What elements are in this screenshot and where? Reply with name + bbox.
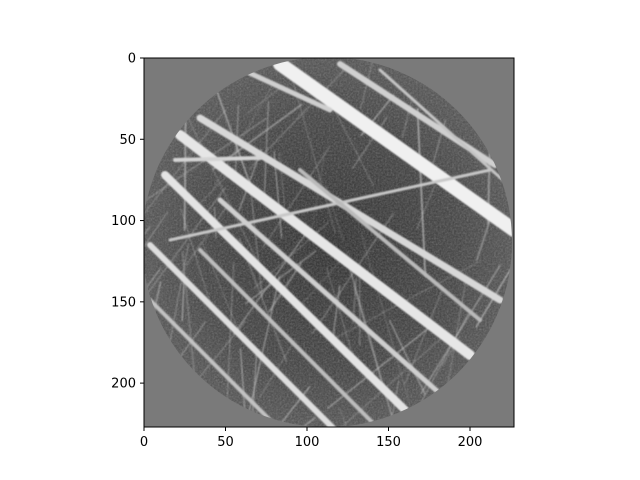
thin-fiber xyxy=(370,380,400,427)
thick-fiber xyxy=(196,114,504,304)
thick-fiber xyxy=(161,171,409,414)
y-tick-label: 200 xyxy=(111,377,136,392)
thick-fibers xyxy=(147,58,512,427)
thin-fiber xyxy=(263,101,269,199)
thin-fiber xyxy=(181,277,185,322)
thin-fiber xyxy=(351,116,388,170)
x-tick-label: 200 xyxy=(458,435,483,450)
thin-fiber xyxy=(262,146,331,248)
y-axis: 0 50 100 150 200 xyxy=(111,52,144,392)
thin-fiber xyxy=(144,118,267,208)
thin-fiber xyxy=(310,152,325,235)
thin-fiber xyxy=(325,266,356,365)
thin-fiber xyxy=(336,336,443,427)
thin-fiber xyxy=(416,107,427,277)
thick-fiber xyxy=(168,168,492,242)
y-tick-label: 0 xyxy=(128,52,136,67)
thick-fiber xyxy=(198,248,382,427)
thin-fiber xyxy=(416,184,436,230)
thin-fiber xyxy=(209,58,231,62)
thin-fiber xyxy=(144,226,151,255)
thin-fiber xyxy=(180,208,210,302)
thin-fiber xyxy=(245,250,317,305)
thin-fiber xyxy=(339,408,355,427)
thin-fiber xyxy=(311,212,395,335)
thin-fiber xyxy=(420,264,501,394)
thin-fiber xyxy=(279,152,285,207)
thick-fiber xyxy=(147,242,358,427)
thick-fiber xyxy=(148,298,282,427)
image-panel xyxy=(144,58,514,427)
thin-fiber xyxy=(389,320,426,396)
thin-fiber xyxy=(225,261,235,417)
thin-fiber xyxy=(361,233,409,401)
axes-frame xyxy=(143,57,515,428)
x-axis: 0 50 100 150 200 xyxy=(140,427,483,450)
y-tick-label: 100 xyxy=(111,214,136,229)
thick-fiber xyxy=(273,58,512,237)
thick-fiber xyxy=(217,197,473,423)
thin-fiber xyxy=(237,276,281,427)
thick-fiber xyxy=(298,168,482,322)
thin-fiber xyxy=(360,58,392,110)
thin-fiber xyxy=(250,187,263,297)
thin-fiber xyxy=(401,97,413,139)
thin-fiber xyxy=(248,65,349,170)
thin-fiber xyxy=(349,269,396,427)
x-tick-label: 150 xyxy=(376,435,401,450)
thin-fiber xyxy=(183,108,259,263)
thick-fiber xyxy=(173,156,262,162)
thin-fiber xyxy=(475,200,512,328)
thin-fiber xyxy=(144,212,168,365)
thin-fiber xyxy=(332,285,341,339)
thick-fiber xyxy=(175,130,475,360)
x-tick-label: 0 xyxy=(140,435,148,450)
thick-fiber xyxy=(378,68,512,192)
thin-fiber xyxy=(353,285,384,389)
thin-fiber xyxy=(185,204,229,267)
y-tick-label: 50 xyxy=(119,133,136,148)
x-tick-label: 100 xyxy=(295,435,320,450)
x-tick-label: 50 xyxy=(217,435,234,450)
y-tick-label: 150 xyxy=(111,295,136,310)
thin-fiber xyxy=(239,348,248,427)
